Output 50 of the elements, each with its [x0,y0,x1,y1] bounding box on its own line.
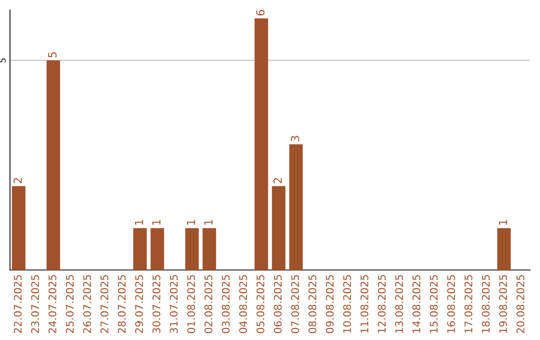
x-tick-label: 14.08.2025 [412,275,420,333]
bar [272,186,286,270]
data-label: 1 [204,220,212,225]
bar [254,18,268,270]
x-tick-label: 31.07.2025 [170,275,178,334]
x-tick-label: 06.08.2025 [274,275,282,334]
bar [12,186,26,270]
x-tick-label: 26.07.2025 [83,275,92,334]
data-label: 5 [48,52,57,58]
x-tick-label: 25.07.2025 [66,275,74,334]
data-label: 6 [256,10,265,16]
bar [202,228,216,270]
x-tick-label: 03.08.2025 [222,275,230,334]
data-label: 2 [273,178,282,184]
data-label: 2 [13,178,22,184]
x-tick-label: 10.08.2025 [343,275,352,333]
x-tick-label: 11.08.2025 [360,275,368,333]
x-tick-label: 30.07.2025 [152,275,160,334]
x-tick-label: 22.07.2025 [14,275,22,334]
data-label: 1 [134,220,144,225]
x-tick-label: 28.07.2025 [118,275,126,334]
data-label: 1 [186,220,196,225]
bar [497,228,511,270]
data-label: 3 [290,136,300,142]
x-tick-label: 07.08.2025 [291,275,300,334]
bar [46,60,60,270]
x-tick-label: 04.08.2025 [239,275,248,334]
x-tick-label: 16.08.2025 [447,275,456,333]
data-label: 1 [152,220,160,225]
bar [133,228,147,270]
x-tick-label: 13.08.2025 [395,275,404,333]
bar [289,144,303,270]
x-tick-label: 09.08.2025 [326,275,334,334]
x-tick-label: 12.08.2025 [378,275,386,333]
x-tick-label: 08.08.2025 [308,275,316,334]
x-tick-label: 01.08.2025 [187,275,196,334]
x-tick-label: 17.08.2025 [464,275,472,333]
x-tick-label: 05.08.2025 [256,275,264,334]
x-tick-label: 02.08.2025 [204,275,212,334]
bar [150,228,164,270]
x-tick-label: 15.08.2025 [430,275,438,333]
data-label: 1 [498,220,508,225]
bar [185,228,199,270]
x-tick-label: 20.08.2025 [516,275,524,334]
x-tick-label: 27.07.2025 [100,275,108,334]
x-tick-label: 24.07.2025 [48,275,56,334]
x-tick-label: 19.08.2025 [499,275,508,333]
x-tick-label: 29.07.2025 [135,275,144,334]
x-tick-label: 18.08.2025 [482,275,490,333]
x-tick-label: 23.07.2025 [31,275,40,334]
